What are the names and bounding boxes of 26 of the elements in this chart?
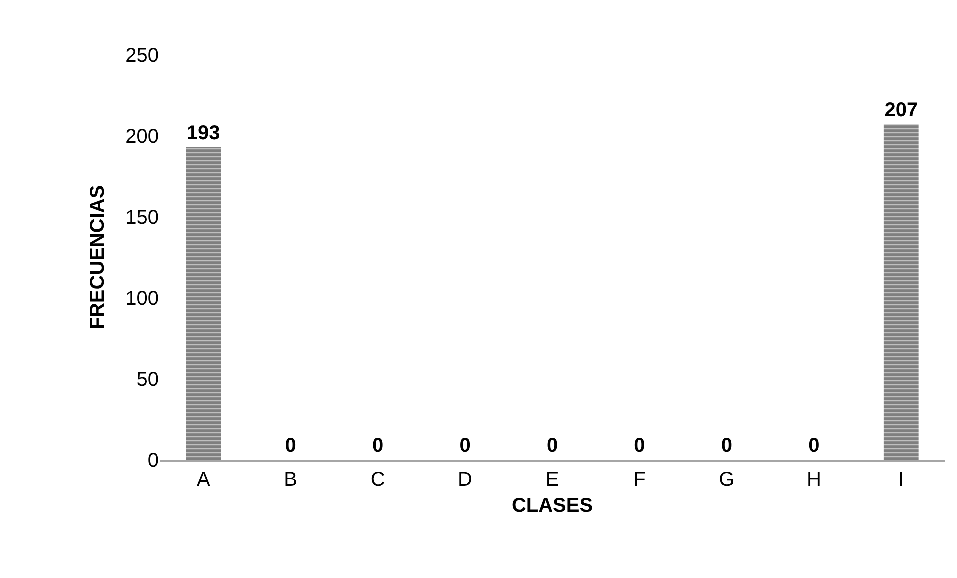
y-tick-label: 150	[126, 207, 159, 229]
data-label: 193	[186, 122, 220, 144]
data-label: 0	[634, 435, 646, 457]
y-tick-label: 100	[126, 288, 159, 310]
y-tick-label: 250	[126, 45, 159, 67]
x-tick-label: D	[458, 469, 473, 491]
data-label: 207	[884, 100, 918, 122]
x-tick-label: E	[546, 469, 560, 491]
y-axis-title: FRECUENCIAS	[87, 185, 110, 330]
y-tick-label: 200	[126, 126, 159, 148]
x-axis-title: CLASES	[512, 495, 594, 517]
x-tick-label: F	[634, 469, 646, 491]
y-tick-label: 50	[136, 369, 159, 391]
x-tick-label: C	[370, 469, 386, 491]
x-tick-label: G	[719, 469, 735, 491]
data-label: 0	[721, 435, 733, 457]
data-label: 0	[372, 435, 384, 457]
data-label: 0	[546, 435, 558, 457]
x-tick-label: I	[898, 469, 904, 491]
data-label: 0	[285, 435, 296, 457]
x-tick-label: A	[196, 469, 211, 491]
data-label: 0	[460, 435, 471, 457]
x-tick-label: B	[284, 469, 298, 491]
data-label: 0	[808, 435, 820, 457]
x-tick-label: H	[806, 469, 822, 491]
y-tick-label: 0	[148, 450, 159, 472]
